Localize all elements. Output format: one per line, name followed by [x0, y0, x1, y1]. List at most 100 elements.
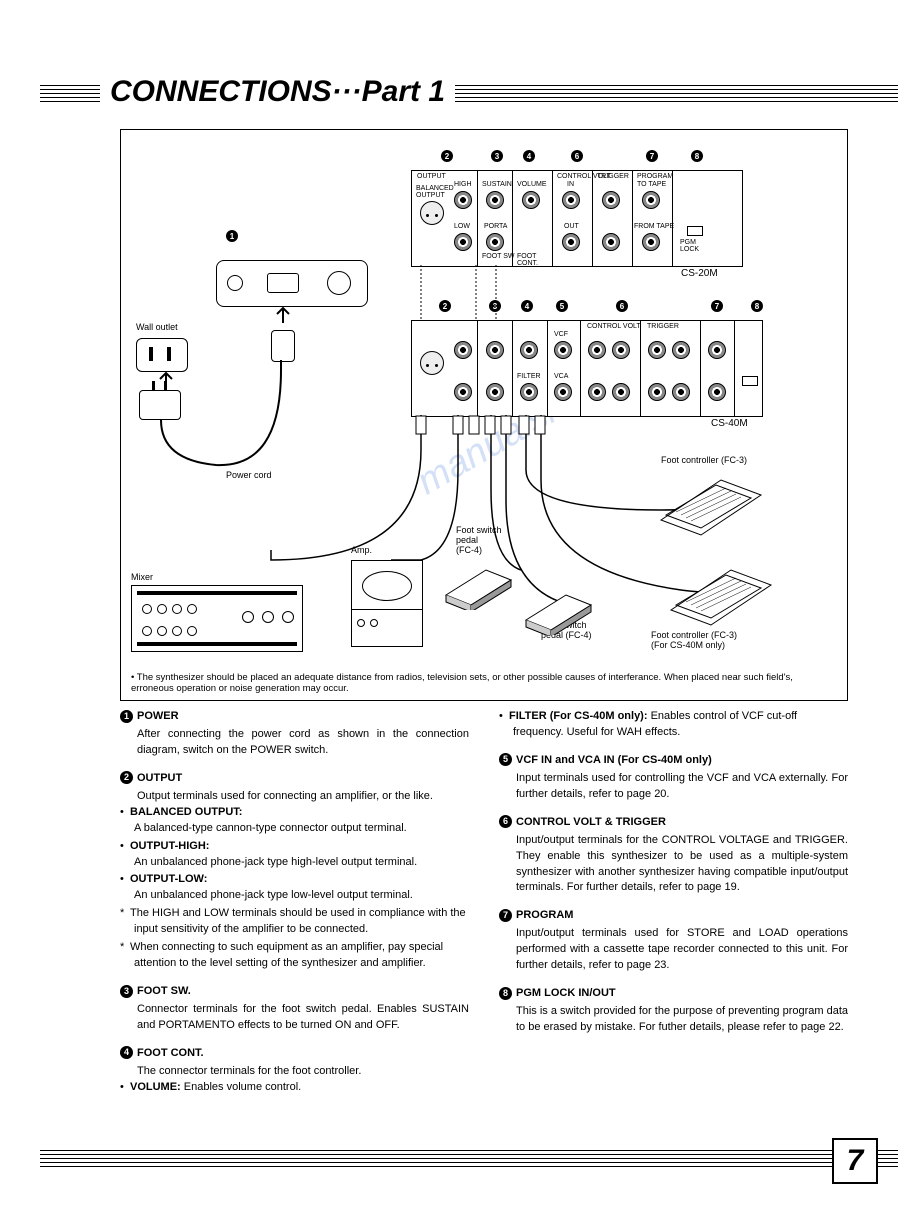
- ac-plug: [271, 330, 295, 362]
- diagram-callout-1: 1: [226, 230, 238, 242]
- jack-trig-out: [602, 233, 620, 251]
- label-footcont: FOOT CONT.: [517, 253, 538, 267]
- amp-label: Amp.: [351, 545, 372, 555]
- sub-note2-body: When connecting to such equipment as an …: [130, 941, 443, 969]
- label-cv-40m: CONTROL VOLT: [587, 323, 641, 330]
- heading-power: POWER: [137, 710, 179, 722]
- diagram-callout-7b: 7: [711, 300, 723, 312]
- jack-low: [454, 233, 472, 251]
- right-column: •FILTER (For CS-40M only): Enables contr…: [499, 709, 848, 1108]
- sub-note1-body: The HIGH and LOW terminals should be use…: [130, 907, 466, 935]
- diagram-callout-8: 8: [691, 150, 703, 162]
- label-volume: VOLUME: [517, 181, 547, 188]
- diagram-note-text: The synthesizer should be placed an adeq…: [131, 672, 793, 694]
- xlr-jack-40m: [420, 351, 444, 375]
- label-porta: PORTA: [484, 223, 507, 230]
- diagram-callout-4: 4: [523, 150, 535, 162]
- num-2: 2: [120, 771, 133, 784]
- footcontroller-1-icon: [651, 470, 771, 540]
- sub-high-body: An unbalanced phone-jack type high-level…: [134, 856, 417, 868]
- sub-balanced-body: A balanced-type cannon-type connector ou…: [134, 822, 407, 834]
- jack-volume: [522, 191, 540, 209]
- footswitch-pedal-2-icon: [521, 585, 601, 635]
- mixer-icon: [131, 585, 303, 652]
- item-footcont: 4 FOOT CONT. The connector terminals for …: [120, 1046, 469, 1096]
- body-vcfvca: Input terminals used for controlling the…: [516, 771, 848, 803]
- body-program: Input/output terminals used for STORE an…: [516, 926, 848, 974]
- sub-volume-body: Enables volume control.: [184, 1081, 301, 1093]
- num-1: 1: [120, 710, 133, 723]
- label-out1: OUT: [564, 223, 579, 230]
- footer: 7: [60, 1138, 878, 1188]
- jack-high: [454, 191, 472, 209]
- heading-program: PROGRAM: [516, 909, 573, 921]
- heading-footcont: FOOT CONT.: [137, 1047, 204, 1059]
- num-3: 3: [120, 985, 133, 998]
- heading-pgmlock: PGM LOCK IN/OUT: [516, 987, 616, 999]
- item-output: 2 OUTPUT Output terminals used for connec…: [120, 771, 469, 972]
- cs20m-panel: OUTPUT BALANCED OUTPUT HIGH LOW SUSTAIN …: [411, 170, 743, 267]
- label-totape: TO TAPE: [637, 181, 666, 188]
- jack-cv-in: [562, 191, 580, 209]
- power-cord-wire: [156, 360, 296, 480]
- num-7: 7: [499, 909, 512, 922]
- description-columns: 1 POWER After connecting the power cord a…: [120, 709, 848, 1108]
- heading-footsw: FOOT SW.: [137, 985, 191, 997]
- label-output: OUTPUT: [417, 173, 446, 180]
- body-power: After connecting the power cord as shown…: [137, 727, 469, 759]
- page-root: CONNECTIONS···Part 1 manualshive.com OUT…: [0, 0, 918, 1218]
- jack-cv-out: [562, 233, 580, 251]
- footswitch-pedal-1-icon: [441, 560, 521, 610]
- jack-porta: [486, 233, 504, 251]
- jack-fromtape: [642, 233, 660, 251]
- num-5: 5: [499, 753, 512, 766]
- label-vca: VCA: [554, 373, 568, 380]
- label-fromtape: FROM TAPE: [634, 223, 674, 230]
- item-pgmlock: 8PGM LOCK IN/OUT This is a switch provid…: [499, 986, 848, 1036]
- footcontroller-2-icon: [661, 560, 781, 630]
- xlr-jack: [420, 201, 444, 225]
- footcontroller-label-1: Foot controller (FC-3): [661, 455, 747, 465]
- item-vcfvca: 5 VCF IN and VCA IN (For CS-40M only) Inp…: [499, 753, 848, 803]
- heading-output: OUTPUT: [137, 772, 182, 784]
- sub-high-title: OUTPUT-HIGH:: [130, 840, 209, 852]
- item-cvtrigger: 6CONTROL VOLT & TRIGGER Input/output ter…: [499, 815, 848, 897]
- sub-filter-title: FILTER (For CS-40M only):: [509, 710, 648, 722]
- jack-sustain: [486, 191, 504, 209]
- body-pgmlock: This is a switch provided for the purpos…: [516, 1004, 848, 1036]
- page-number: 7: [832, 1138, 878, 1184]
- diagram-callout-6: 6: [571, 150, 583, 162]
- diagram-callout-4b: 4: [521, 300, 533, 312]
- amp-icon: [351, 560, 423, 647]
- label-program: PROGRAM: [637, 173, 673, 180]
- pgm-lock-switch: [687, 226, 703, 236]
- body-footcont: The connector terminals for the foot con…: [137, 1064, 469, 1080]
- diagram-callout-6b: 6: [616, 300, 628, 312]
- power-cord-label: Power cord: [226, 470, 272, 480]
- item-power: 1 POWER After connecting the power cord a…: [120, 709, 469, 759]
- sub-low-body: An unbalanced phone-jack type low-level …: [134, 889, 413, 901]
- diagram-callout-7: 7: [646, 150, 658, 162]
- label-trigger-40m: TRIGGER: [647, 323, 679, 330]
- sub-volume-title: VOLUME:: [130, 1081, 181, 1093]
- cs40m-panel: FILTER VCF VCA CONTROL VOLT TRIGGER: [411, 320, 763, 417]
- cs20m-label: CS-20M: [681, 268, 718, 279]
- diagram-callout-2b: 2: [439, 300, 451, 312]
- num-4: 4: [120, 1046, 133, 1059]
- label-high: HIGH: [454, 181, 472, 188]
- body-footsw: Connector terminals for the foot switch …: [137, 1002, 469, 1034]
- item-footsw: 3 FOOT SW. Connector terminals for the fo…: [120, 984, 469, 1034]
- heading-vcfvca: VCF IN and VCA IN (For CS-40M only): [516, 754, 712, 766]
- pgm-lock-switch-40m: [742, 376, 758, 386]
- label-footsw: FOOT SW: [482, 253, 515, 260]
- footcontroller-label-2: Foot controller (FC-3) (For CS-40M only): [651, 630, 737, 650]
- diagram-note: • The synthesizer should be placed an ad…: [131, 672, 837, 694]
- diagram-callout-5b: 5: [556, 300, 568, 312]
- body-output: Output terminals used for connecting an …: [137, 789, 469, 805]
- header: CONNECTIONS···Part 1: [60, 20, 878, 109]
- label-pgmlock: PGM LOCK: [680, 239, 699, 253]
- wall-outlet-label: Wall outlet: [136, 322, 178, 332]
- connection-diagram: manualshive.com OUTPUT BALANCED OUTPUT H…: [120, 129, 848, 701]
- label-sustain: SUSTAIN: [482, 181, 512, 188]
- footer-rule-lines: [40, 1150, 898, 1170]
